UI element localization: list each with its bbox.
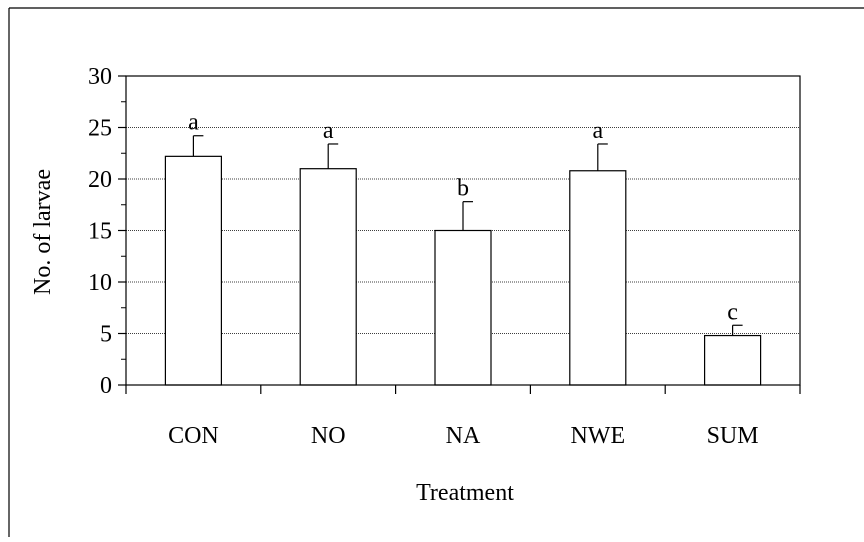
x-axis-label: Treatment: [416, 480, 514, 506]
bar: [569, 170, 627, 386]
bar: [299, 168, 357, 386]
y-tick-label: 10: [88, 270, 112, 296]
x-tick-label: SUM: [707, 423, 759, 449]
y-tick-label: 5: [100, 322, 112, 348]
x-tick-label: NA: [446, 423, 481, 449]
y-tick-label: 0: [100, 373, 112, 399]
significance-letter: a: [188, 110, 199, 136]
bar: [434, 229, 492, 386]
bars: a a b a c: [164, 110, 762, 386]
significance-letter: b: [457, 176, 469, 202]
x-tick-label: NWE: [570, 423, 625, 449]
significance-letter: a: [323, 118, 334, 144]
x-ticks: CON NO NA NWE SUM: [125, 385, 801, 449]
y-ticks: 0 5 10 15 20 25 30: [88, 64, 126, 399]
x-tick-label: CON: [168, 423, 219, 449]
significance-letter: c: [727, 299, 738, 325]
significance-letter: a: [592, 118, 603, 144]
y-tick-label: 15: [88, 219, 112, 245]
y-axis-label: No. of larvae: [30, 169, 56, 295]
bar: [164, 155, 222, 386]
bar: [703, 334, 762, 386]
y-tick-label: 25: [88, 116, 112, 142]
y-tick-label: 30: [88, 64, 112, 90]
x-tick-label: NO: [311, 423, 346, 449]
y-tick-label: 20: [88, 167, 112, 193]
